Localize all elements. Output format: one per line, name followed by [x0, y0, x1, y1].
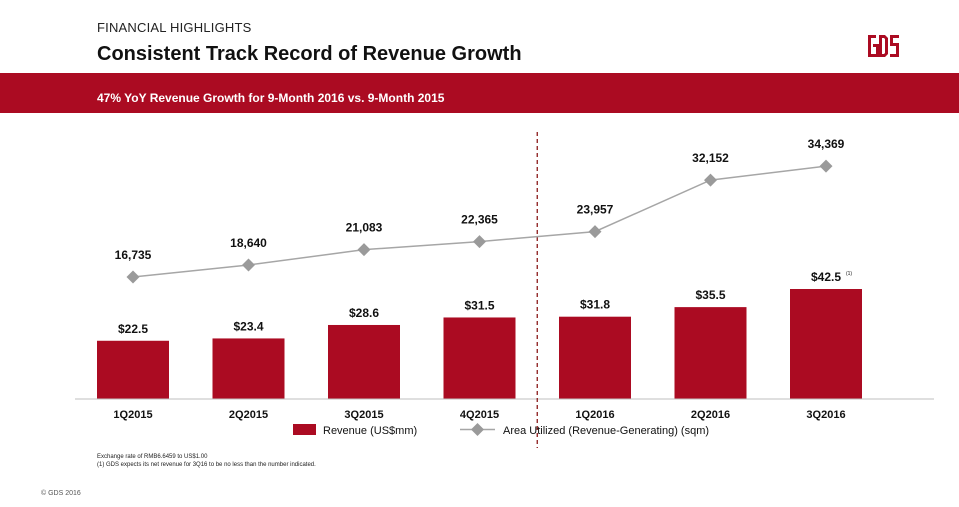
revenue-label-1Q2015: $22.5 — [118, 322, 148, 336]
area-point-4Q2015 — [473, 235, 486, 249]
page-title: Consistent Track Record of Revenue Growt… — [97, 43, 522, 65]
section-kicker: FINANCIAL HIGHLIGHTS — [97, 20, 252, 35]
area-point-1Q2015 — [126, 270, 140, 284]
revenue-bar-4Q2015 — [443, 317, 516, 399]
legend-marker-area — [471, 423, 484, 436]
gds-logo — [868, 35, 899, 57]
highlight-banner: 47% YoY Revenue Growth for 9-Month 2016 … — [0, 73, 959, 113]
footnotes: Exchange rate of RMB6.6459 to US$1.00 (1… — [97, 453, 316, 469]
x-tick-2Q2015: 2Q2015 — [229, 409, 268, 421]
x-tick-1Q2016: 1Q2016 — [575, 409, 614, 421]
x-tick-3Q2016: 3Q2016 — [806, 409, 845, 421]
area-label-3Q2016: 34,369 — [808, 137, 845, 151]
revenue-label-2Q2015: $23.4 — [233, 319, 263, 333]
area-point-1Q2016 — [588, 225, 602, 239]
revenue-label-4Q2015: $31.5 — [464, 298, 494, 312]
area-point-2Q2015 — [242, 258, 255, 272]
revenue-label-1Q2016: $31.8 — [580, 298, 610, 312]
area-label-2Q2016: 32,152 — [692, 151, 729, 165]
legend-label-area: Area Utilized (Revenue-Generating) (sqm) — [503, 425, 709, 437]
area-label-2Q2015: 18,640 — [230, 236, 267, 250]
revenue-bar-3Q2016 — [790, 289, 862, 399]
legend-label-revenue: Revenue (US$mm) — [323, 425, 417, 437]
footnote-marker: (1) — [846, 271, 852, 277]
copyright-text: © GDS 2016 — [41, 490, 81, 497]
area-label-4Q2015: 22,365 — [461, 213, 498, 227]
revenue-label-3Q2016: $42.5 — [811, 270, 841, 284]
area-point-2Q2016 — [704, 173, 717, 187]
area-label-1Q2016: 23,957 — [577, 203, 614, 217]
footnote-1: (1) GDS expects its net revenue for 3Q16… — [97, 462, 316, 468]
revenue-label-2Q2016: $35.5 — [695, 288, 725, 302]
x-tick-2Q2016: 2Q2016 — [691, 409, 730, 421]
area-point-3Q2016 — [819, 159, 833, 173]
area-point-3Q2015 — [357, 243, 371, 257]
revenue-label-3Q2015: $28.6 — [349, 306, 379, 320]
area-label-1Q2015: 16,735 — [115, 248, 152, 262]
footnote-exchange-rate: Exchange rate of RMB6.6459 to US$1.00 — [97, 454, 208, 460]
revenue-bar-1Q2016 — [559, 316, 631, 399]
revenue-bar-2Q2016 — [674, 307, 747, 399]
area-label-3Q2015: 21,083 — [346, 221, 383, 235]
revenue-bar-1Q2015 — [97, 340, 169, 399]
banner-text: 47% YoY Revenue Growth for 9-Month 2016 … — [97, 91, 445, 105]
revenue-bar-3Q2015 — [328, 324, 400, 399]
x-tick-3Q2015: 3Q2015 — [344, 409, 383, 421]
revenue-bar-2Q2015 — [212, 338, 285, 399]
x-tick-4Q2015: 4Q2015 — [460, 409, 499, 421]
legend-swatch-revenue — [293, 424, 316, 435]
x-tick-1Q2015: 1Q2015 — [113, 409, 152, 421]
